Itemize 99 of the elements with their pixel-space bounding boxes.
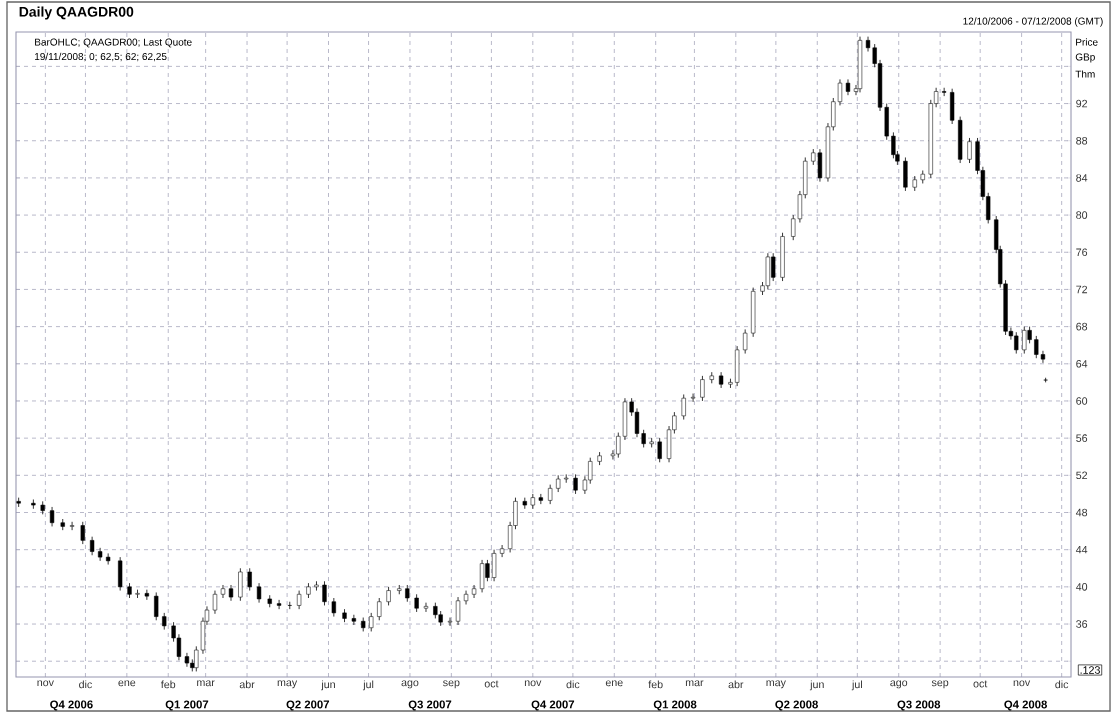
x-tick-label: dic xyxy=(1055,680,1069,689)
x-tick-label: may xyxy=(277,680,298,689)
y-tick-label: 72 xyxy=(1076,285,1088,294)
text: Price xyxy=(1076,38,1098,46)
candlestick xyxy=(463,590,469,605)
candlestick xyxy=(97,547,103,562)
candlestick xyxy=(69,521,75,531)
candlestick xyxy=(89,536,95,556)
candlestick xyxy=(247,567,252,591)
y-tick-label: 92 xyxy=(1076,99,1088,108)
x-tick-label: ene xyxy=(118,680,136,687)
y-tick-label: 40 xyxy=(1075,583,1088,591)
x-tick-label: dic xyxy=(566,680,580,689)
candlestick xyxy=(154,592,159,621)
candlestick xyxy=(49,506,55,527)
candlestick xyxy=(331,597,336,617)
x-tick-label: oct xyxy=(973,680,988,688)
candlestick xyxy=(471,584,477,599)
candlestick xyxy=(499,544,505,558)
candlestick xyxy=(256,582,262,604)
x-tick-label: may xyxy=(766,680,786,689)
y-tick-label: 48 xyxy=(1075,508,1088,517)
x-tick-label: dic xyxy=(79,680,92,689)
x-tick-label: nov xyxy=(37,680,54,687)
text: Q1 2007 xyxy=(165,700,209,711)
candlestick xyxy=(106,552,111,565)
y-tick-label: 56 xyxy=(1076,434,1088,442)
candlestick xyxy=(220,584,226,599)
candlestick xyxy=(377,597,382,621)
x-tick-label: nov xyxy=(1013,680,1031,687)
y-tick-label: 88 xyxy=(1076,136,1088,145)
y-tick-label: 80 xyxy=(1076,211,1088,219)
candlestick xyxy=(743,329,748,354)
x-tick-label: jun xyxy=(321,680,335,691)
candlestick xyxy=(942,87,947,97)
x-tick-label: feb xyxy=(160,680,176,689)
candlestick xyxy=(80,521,85,545)
candlestick xyxy=(718,371,724,389)
x-tick-label: jul xyxy=(362,680,374,691)
chart-title: Daily QAAGDR00 xyxy=(19,6,134,20)
x-tick-label: ene xyxy=(605,680,623,687)
x-tick-label: sep xyxy=(443,680,460,689)
x-tick-label: ago xyxy=(890,680,908,689)
x-tick-label: abr xyxy=(728,680,744,689)
x-tick-label: jun xyxy=(809,680,824,691)
text: Q2 2007 xyxy=(286,700,330,711)
candlestick xyxy=(212,590,218,615)
candlestick xyxy=(351,614,357,626)
chart-subtitle: 12/10/2006 - 07/12/2008 (GMT) xyxy=(963,17,1103,27)
candlestick xyxy=(447,617,453,627)
candlestick xyxy=(287,601,292,610)
y-tick-label: 64 xyxy=(1076,360,1088,368)
text: Q2 2008 xyxy=(775,700,818,711)
text: Q4 2008 xyxy=(1004,700,1047,711)
candlestick xyxy=(296,590,302,610)
candlestick xyxy=(31,499,36,510)
y-tick-label: 52 xyxy=(1076,471,1088,480)
candlestick xyxy=(228,584,234,602)
text: Q3 2007 xyxy=(408,700,452,711)
candlestick xyxy=(681,394,686,420)
text: Q4 2006 xyxy=(50,700,93,711)
candlestick xyxy=(322,580,327,606)
candlestick xyxy=(423,602,429,613)
x-tick-label: mar xyxy=(685,680,704,687)
candlestick xyxy=(657,437,662,463)
text: Q4 2007 xyxy=(531,700,575,711)
candlestick xyxy=(845,78,851,96)
candlestick xyxy=(369,612,374,632)
candlestick xyxy=(184,652,190,668)
y-tick-label: 60 xyxy=(1076,397,1088,405)
candlestick xyxy=(700,375,705,402)
text: Q3 2008 xyxy=(897,700,941,711)
candlestick xyxy=(276,599,282,610)
candlestick xyxy=(573,473,578,495)
y-tick-label: 76 xyxy=(1076,248,1088,257)
candlestick xyxy=(967,137,972,164)
y-tick-label: 36 xyxy=(1076,620,1088,628)
x-tick-label: ago xyxy=(401,680,419,689)
text: Thm xyxy=(1075,70,1095,78)
annotation: 19/11/2008; 0; 62,5; 62; 62,25 xyxy=(35,52,167,62)
annotation: BarOHLC; QAAGDR00; Last Quote xyxy=(35,38,192,48)
text: .123 xyxy=(1080,666,1100,674)
text: Q1 2008 xyxy=(653,700,697,711)
candlestick xyxy=(548,484,553,505)
candlestick xyxy=(455,596,461,626)
x-tick-label: feb xyxy=(648,680,663,689)
text: GBp xyxy=(1075,53,1095,63)
y-tick-label: 84 xyxy=(1076,174,1088,182)
x-tick-label: oct xyxy=(484,680,499,688)
candlestick xyxy=(690,393,696,403)
x-tick-label: mar xyxy=(197,680,215,687)
y-tick-label: 68 xyxy=(1076,322,1088,331)
x-tick-label: sep xyxy=(931,680,949,689)
candlestick xyxy=(386,586,391,606)
x-tick-label: nov xyxy=(524,680,542,687)
x-tick-label: jul xyxy=(851,680,862,691)
x-tick-label: abr xyxy=(239,680,255,689)
y-tick-label: 44 xyxy=(1075,546,1088,554)
candlestick xyxy=(144,589,150,601)
